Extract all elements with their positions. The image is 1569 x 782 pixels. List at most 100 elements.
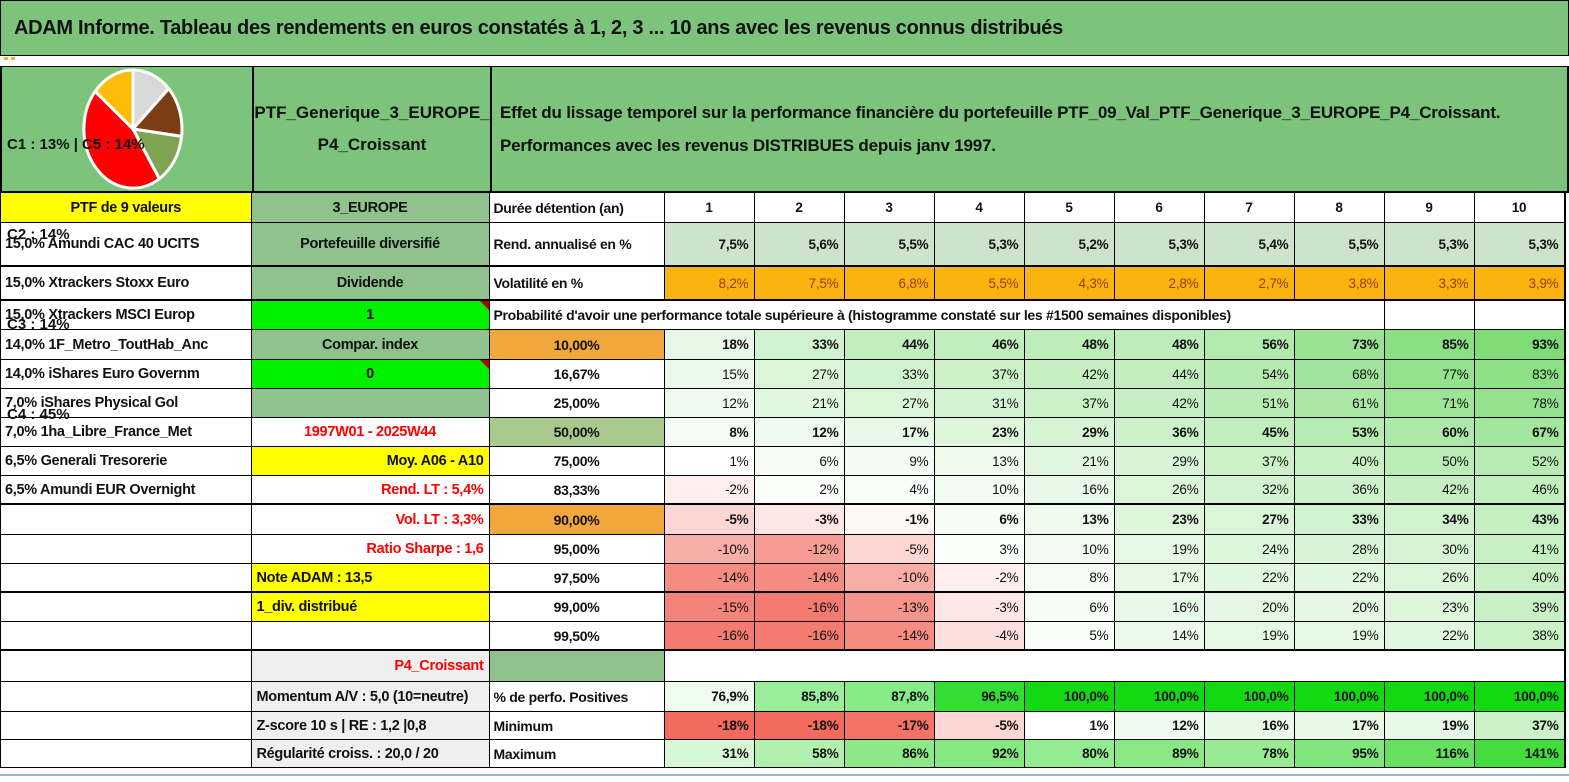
data-cell[interactable]: 10% xyxy=(1024,535,1115,563)
stat-cell[interactable]: Dividende xyxy=(251,267,490,299)
data-cell[interactable]: 100,0% xyxy=(1114,682,1205,711)
data-cell[interactable]: 26% xyxy=(1384,564,1475,591)
stat-cell[interactable]: Ratio Sharpe : 1,6 xyxy=(251,535,490,563)
data-cell[interactable]: 5,5% xyxy=(844,223,935,265)
data-cell[interactable]: 5,4% xyxy=(1204,223,1295,265)
data-cell[interactable]: 1% xyxy=(664,447,755,475)
data-cell[interactable]: -17% xyxy=(844,712,935,739)
data-cell[interactable]: -15% xyxy=(664,593,755,621)
data-cell[interactable]: -12% xyxy=(754,535,845,563)
data-cell[interactable]: 42% xyxy=(1024,360,1115,388)
stat-cell[interactable]: 1_div. distribué xyxy=(251,593,490,621)
data-cell[interactable]: 6,8% xyxy=(844,267,935,299)
data-cell[interactable]: 40% xyxy=(1474,564,1565,591)
holding-cell[interactable] xyxy=(1,593,252,621)
data-cell[interactable]: 86% xyxy=(844,740,935,767)
data-cell[interactable]: 52% xyxy=(1474,447,1565,475)
row-label-cell[interactable]: 16,67% xyxy=(489,360,665,388)
row-label-cell[interactable]: 95,00% xyxy=(489,535,665,563)
data-cell[interactable]: -16% xyxy=(664,622,755,649)
data-cell[interactable]: 39% xyxy=(1474,593,1565,621)
stat-cell[interactable]: P4_Croissant xyxy=(251,651,490,681)
data-cell[interactable]: 6% xyxy=(754,447,845,475)
data-cell[interactable]: -18% xyxy=(664,712,755,739)
data-cell[interactable]: 78% xyxy=(1474,389,1565,417)
data-cell[interactable]: 17% xyxy=(1294,712,1385,739)
data-cell[interactable]: 5,2% xyxy=(1024,223,1115,265)
data-cell[interactable]: 3 xyxy=(844,193,935,222)
data-cell[interactable]: 5,3% xyxy=(1114,223,1205,265)
data-cell[interactable]: 23% xyxy=(934,418,1025,446)
data-cell[interactable]: 4% xyxy=(844,476,935,503)
data-cell[interactable]: 36% xyxy=(1114,418,1205,446)
stat-cell[interactable]: 0 xyxy=(251,360,490,388)
holding-cell[interactable]: 7,0% 1ha_Libre_France_Met xyxy=(1,418,252,446)
row-label-cell[interactable]: 50,00% xyxy=(489,418,665,446)
data-cell[interactable]: 37% xyxy=(1204,447,1295,475)
data-cell[interactable]: 58% xyxy=(754,740,845,767)
data-cell[interactable]: 37% xyxy=(1474,712,1565,739)
row-label-cell[interactable]: 83,33% xyxy=(489,476,665,503)
data-cell[interactable]: 1 xyxy=(664,193,755,222)
row-label-cell[interactable]: 90,00% xyxy=(489,505,665,534)
data-cell[interactable]: 46% xyxy=(934,330,1025,359)
row-label-cell[interactable]: Minimum xyxy=(489,712,665,739)
row-label-cell[interactable]: 97,50% xyxy=(489,564,665,591)
data-cell[interactable]: 27% xyxy=(754,360,845,388)
data-cell[interactable]: 3% xyxy=(934,535,1025,563)
data-cell[interactable]: 100,0% xyxy=(1294,682,1385,711)
data-cell[interactable]: -14% xyxy=(844,622,935,649)
data-cell[interactable]: 12% xyxy=(754,418,845,446)
data-cell[interactable]: 93% xyxy=(1474,330,1565,359)
data-cell[interactable]: 12% xyxy=(1114,712,1205,739)
data-cell[interactable]: 16% xyxy=(1114,593,1205,621)
row-label-cell[interactable]: Durée détention (an) xyxy=(489,193,665,222)
data-cell[interactable]: 43% xyxy=(1474,505,1565,534)
data-cell[interactable]: 100,0% xyxy=(1474,682,1565,711)
data-cell[interactable]: 33% xyxy=(754,330,845,359)
holding-cell[interactable] xyxy=(1,682,252,711)
data-cell[interactable]: 100,0% xyxy=(1024,682,1115,711)
row-label-cell[interactable]: 99,50% xyxy=(489,622,665,649)
data-cell[interactable]: 40% xyxy=(1294,447,1385,475)
data-cell[interactable]: 83% xyxy=(1474,360,1565,388)
empty-cell[interactable] xyxy=(664,651,1565,681)
description-cell[interactable]: Effet du lissage temporel sur la perform… xyxy=(492,67,1567,191)
stat-cell[interactable]: Vol. LT : 3,3% xyxy=(251,505,490,534)
data-cell[interactable]: 18% xyxy=(664,330,755,359)
data-cell[interactable]: 100,0% xyxy=(1384,682,1475,711)
data-cell[interactable]: -14% xyxy=(754,564,845,591)
empty-cell[interactable] xyxy=(1474,301,1565,329)
data-cell[interactable]: 7,5% xyxy=(754,267,845,299)
data-cell[interactable]: 85% xyxy=(1384,330,1475,359)
data-cell[interactable]: 38% xyxy=(1474,622,1565,649)
row-label-cell[interactable]: Volatilité en % xyxy=(489,267,665,299)
data-cell[interactable]: 22% xyxy=(1294,564,1385,591)
row-label-cell[interactable]: 75,00% xyxy=(489,447,665,475)
holding-cell[interactable]: 15,0% Amundi CAC 40 UCITS xyxy=(1,223,252,265)
data-cell[interactable]: 2,7% xyxy=(1204,267,1295,299)
row-label-cell[interactable]: 99,00% xyxy=(489,593,665,621)
data-cell[interactable]: 71% xyxy=(1384,389,1475,417)
data-cell[interactable]: -16% xyxy=(754,622,845,649)
data-cell[interactable]: 13% xyxy=(934,447,1025,475)
data-cell[interactable]: 76,9% xyxy=(664,682,755,711)
data-cell[interactable]: 23% xyxy=(1114,505,1205,534)
holding-cell[interactable]: PTF de 9 valeurs xyxy=(1,193,252,222)
data-cell[interactable]: 6% xyxy=(934,505,1025,534)
data-cell[interactable]: 5,3% xyxy=(1474,223,1565,265)
stat-cell[interactable] xyxy=(251,622,490,649)
data-cell[interactable]: -4% xyxy=(934,622,1025,649)
data-cell[interactable]: 92% xyxy=(934,740,1025,767)
row-label-cell[interactable]: % de perfo. Positives xyxy=(489,682,665,711)
data-cell[interactable]: 5 xyxy=(1024,193,1115,222)
data-cell[interactable]: 100,0% xyxy=(1204,682,1295,711)
data-cell[interactable]: 50% xyxy=(1384,447,1475,475)
data-cell[interactable]: 7 xyxy=(1204,193,1295,222)
stat-cell[interactable]: Régularité croiss. : 20,0 / 20 xyxy=(251,740,490,767)
data-cell[interactable]: 3,9% xyxy=(1474,267,1565,299)
stat-cell[interactable]: Compar. index xyxy=(251,330,490,359)
data-cell[interactable]: 51% xyxy=(1204,389,1295,417)
data-cell[interactable]: 8 xyxy=(1294,193,1385,222)
data-cell[interactable]: 116% xyxy=(1384,740,1475,767)
